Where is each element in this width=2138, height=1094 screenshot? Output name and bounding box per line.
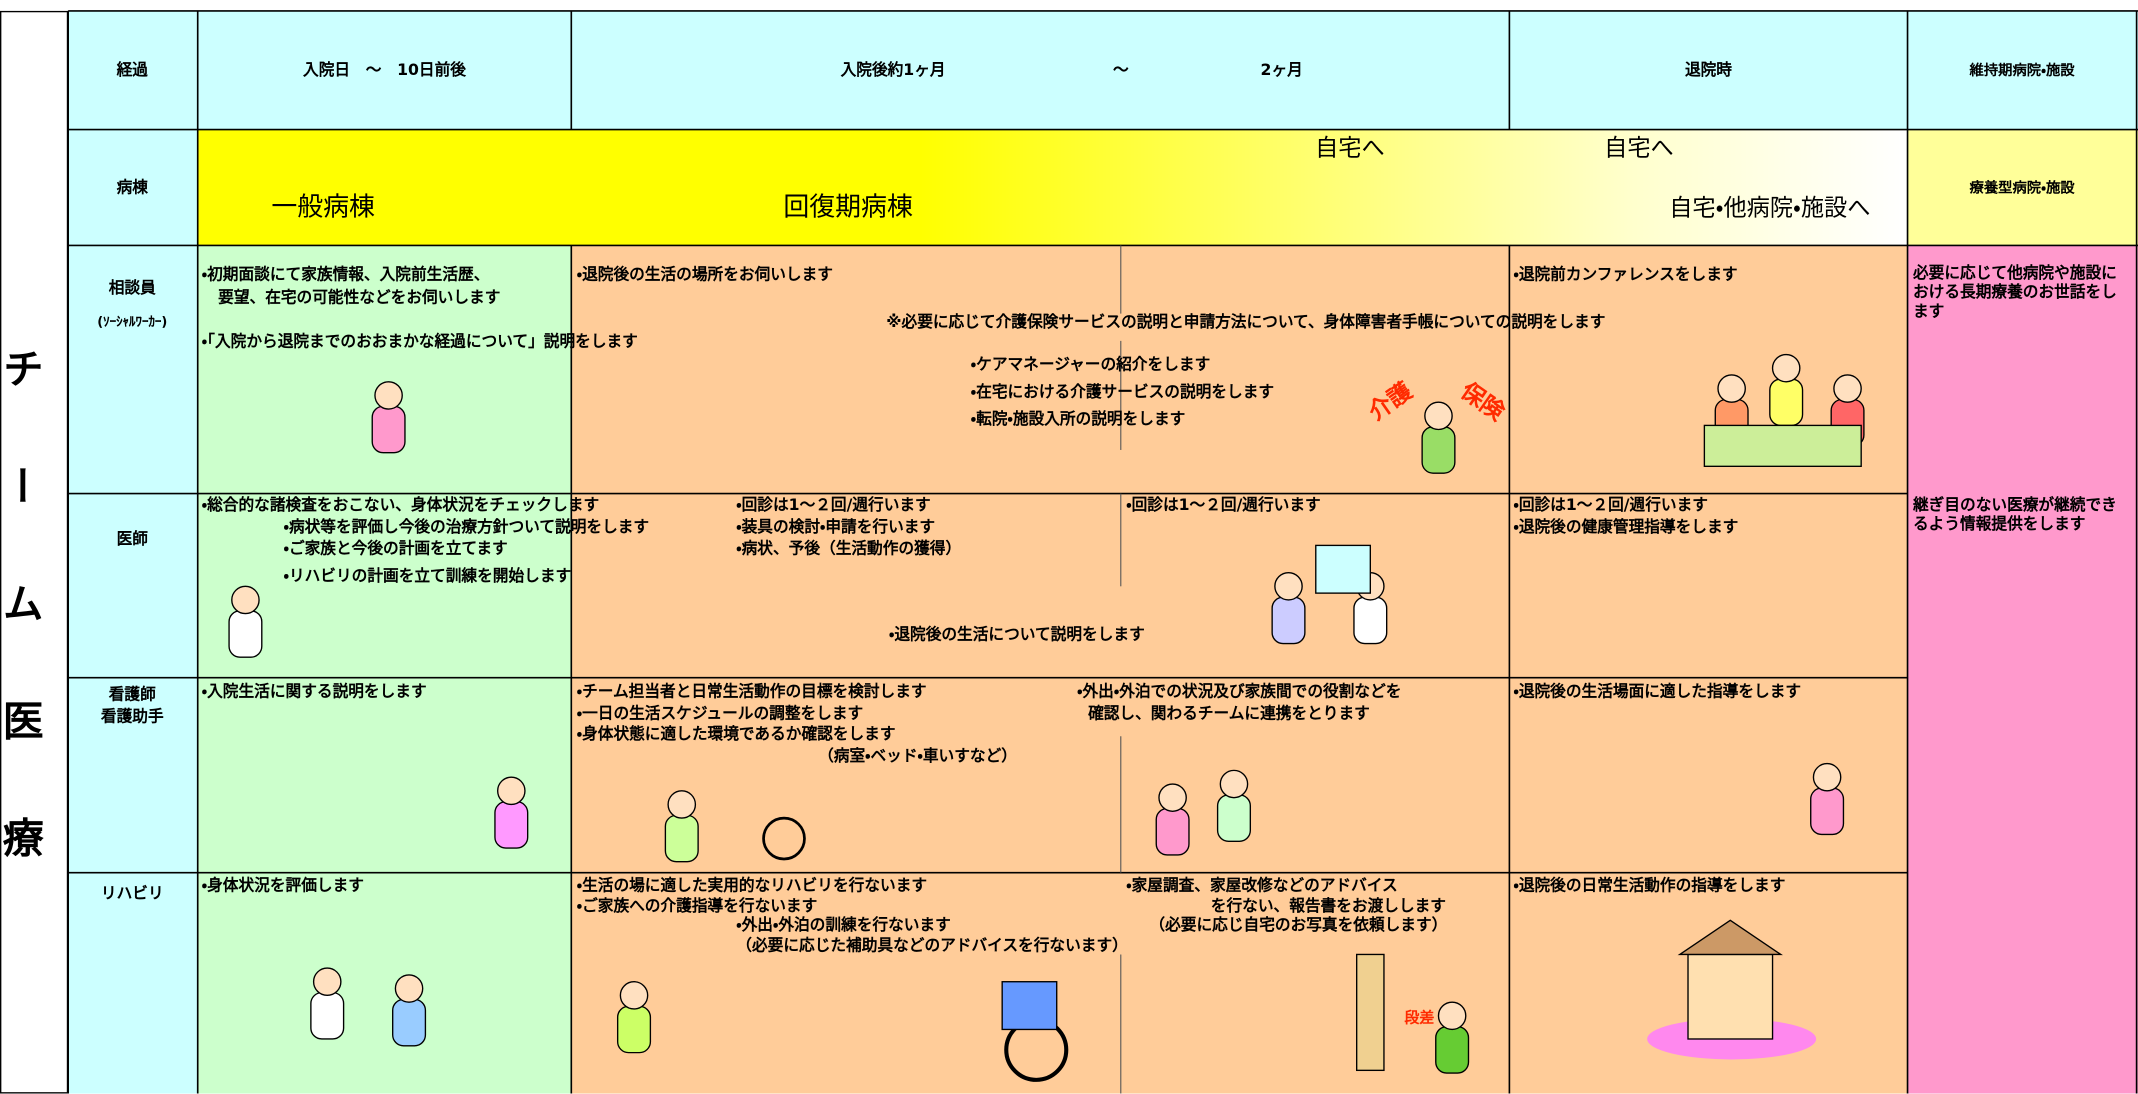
header-cell: 退院時 xyxy=(1684,59,1732,80)
note: ・退院後の生活の場所をお伺いします xyxy=(576,264,833,284)
illustration xyxy=(494,776,529,849)
note: ・在宅における介護サービスの説明をします xyxy=(970,381,1275,401)
side-title: チーム医療 xyxy=(0,347,43,934)
row-label: (ｿｰｼｬﾙﾜｰｶｰ) xyxy=(97,314,168,330)
note: ・退院後の生活について説明をします xyxy=(889,624,1145,644)
row-label: 看護師 xyxy=(108,684,156,704)
row-label: 相談員 xyxy=(108,278,156,298)
header-cell: 2ヶ月 xyxy=(1260,59,1303,80)
maintenance-note: 継ぎ目のない医療が継続できるよう情報提供をします xyxy=(1912,494,2117,534)
illustration xyxy=(1155,783,1190,856)
note: ・病状等を評価し今後の治療方針ついて説明をします xyxy=(283,516,650,536)
illustration xyxy=(1315,544,1371,594)
note: ・装具の検討・申請を行います xyxy=(736,516,936,536)
note: ・家屋調査、家屋改修などのアドバイス xyxy=(1126,875,1398,895)
row-label: 看護助手 xyxy=(100,706,164,726)
note: ※必要に応じて介護保険サービスの説明と申請方法について、身体障害者手帳についての… xyxy=(886,312,1606,332)
side-column xyxy=(0,10,69,1094)
ward-label: 一般病棟 xyxy=(271,192,375,223)
illustration xyxy=(1421,401,1456,474)
illustration xyxy=(1435,1001,1470,1074)
note: 要望、在宅の可能性などをお伺いします xyxy=(218,287,501,307)
header-label: 経過 xyxy=(116,59,148,80)
note: （病室・ベッド・車いすなど） xyxy=(818,745,1017,765)
ward-destination: 自宅へ xyxy=(1604,134,1674,163)
row-label: 病棟 xyxy=(116,177,148,197)
note: ・退院後の健康管理指導をします xyxy=(1513,516,1739,536)
note: （必要に応じ自宅のお写真を依頼します） xyxy=(1149,914,1448,934)
maintenance-note: 必要に応じて他病院や施設における長期療養のお世話をします xyxy=(1912,263,2117,321)
note: ・生活の場に適した実用的なリハビリを行ないます xyxy=(576,875,928,895)
note: ・外出・外泊での状況及び家族間での役割などを xyxy=(1077,681,1402,701)
header-cell: 入院日 ～ 10日前後 xyxy=(303,59,466,80)
note: ・退院後の日常生活動作の指導をします xyxy=(1513,875,1786,895)
ward-label: 回復期病棟 xyxy=(783,192,913,223)
illustration xyxy=(228,585,263,658)
header-cell: ～ xyxy=(1112,59,1129,80)
note: ・外出・外泊の訓練を行ないます xyxy=(736,914,951,934)
illustration xyxy=(1687,953,1774,1040)
illustration xyxy=(1703,424,1862,467)
header-row xyxy=(68,10,2138,130)
illustration xyxy=(310,967,345,1040)
ward-destination: 自宅・他病院・施設へ xyxy=(1669,194,1871,223)
note: ・チーム担当者と日常生活動作の目標を検討します xyxy=(576,681,927,701)
ward-bar xyxy=(197,129,1908,246)
illustration xyxy=(1001,981,1058,1031)
note: ・転院・施設入所の説明をします xyxy=(970,409,1186,429)
illustration xyxy=(664,790,699,863)
ward-label: 療養型病院・施設 xyxy=(1969,179,2075,197)
note: ・「入院から退院までのおおまかな経過について」説明をします xyxy=(201,331,638,351)
note: ・ご家族への介護指導を行ないます xyxy=(576,895,818,915)
header-cell: 維持期病院・施設 xyxy=(1969,62,2075,80)
label-column xyxy=(68,129,198,1094)
note: 確認し、関わるチームに連携をとります xyxy=(1088,703,1370,723)
note: ・リハビリの計画を立て訓練を開始します xyxy=(283,565,572,585)
illustration xyxy=(616,981,652,1054)
note: ・入院生活に関する説明をします xyxy=(201,681,427,701)
note: ・ご家族と今後の計画を立てます xyxy=(283,538,508,558)
illustration xyxy=(762,816,806,861)
row-label: 医師 xyxy=(116,529,148,549)
illustration-caption: 段差 xyxy=(1404,1008,1435,1027)
note: ・病状、予後（生活動作の獲得） xyxy=(736,538,962,558)
illustration xyxy=(1216,769,1252,842)
note: ・回診は1～２回/週行います xyxy=(1126,494,1321,515)
illustration xyxy=(1677,919,1783,956)
row-label: リハビリ xyxy=(100,883,164,903)
illustration xyxy=(371,381,406,454)
note: ・回診は1～２回/週行います xyxy=(1513,494,1708,515)
illustration xyxy=(1271,571,1306,645)
note: ・退院後の生活場面に適した指導をします xyxy=(1513,681,1802,701)
header-cell: 入院後約1ヶ月 xyxy=(840,59,946,80)
illustration xyxy=(1356,953,1385,1072)
note: ・身体状態に適した環境であるか確認をします xyxy=(576,724,896,744)
illustration xyxy=(1810,762,1845,836)
long-term-cell xyxy=(1907,129,2138,246)
illustration xyxy=(1769,353,1804,427)
note: ・初期面談にて家族情報、入院前生活歴、 xyxy=(201,264,490,284)
ward-destination: 自宅へ xyxy=(1315,134,1385,163)
note: を行ない、報告書をお渡しします xyxy=(1210,895,1446,915)
note: ・退院前カンファレンスをします xyxy=(1513,264,1738,284)
note: ・回診は1～２回/週行います xyxy=(736,494,931,515)
illustration xyxy=(392,974,427,1047)
note: （必要に応じた補助具などのアドバイスを行ないます） xyxy=(736,935,1128,955)
maintenance-column xyxy=(1907,245,2138,1094)
note: ・総合的な諸検査をおこない、身体状況をチェックします xyxy=(201,494,600,515)
note: ・一日の生活スケジュールの調整をします xyxy=(576,703,864,723)
note: ・身体状況を評価します xyxy=(201,875,364,895)
note: ・ケアマネージャーの紹介をします xyxy=(970,354,1211,374)
